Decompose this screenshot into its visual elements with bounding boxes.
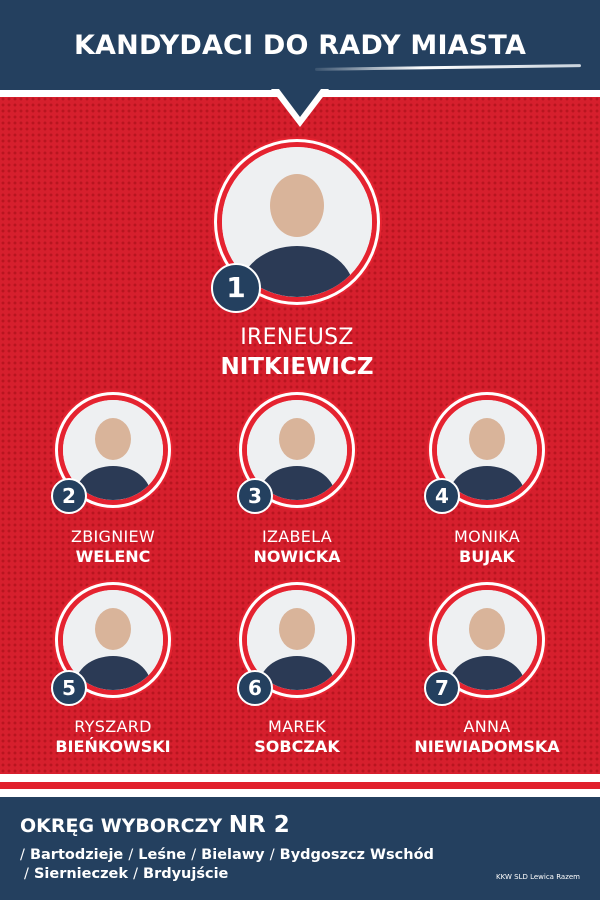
candidate-number-badge: 2 [51,478,87,514]
candidate-last-name: NIEWIADOMSKA [414,737,560,756]
district-title: OKRĘG WYBORCZY NR 2 [20,812,290,838]
candidate-name: MAREK SOBCZAK [197,716,397,757]
separator: / [20,847,25,863]
areas-line-1: / Bartodzieje / Leśne / Bielawy / Bydgos… [20,847,434,863]
area: Siernieczek [33,866,128,882]
committee-credit: KKW SLD Lewica Razem [496,873,580,881]
area: Bielawy [201,847,265,863]
candidate-first-name: IRENEUSZ [240,325,354,350]
candidate-name: MONIKA BUJAK [387,526,587,567]
footer-stripe-white [0,774,600,782]
candidate-first-name: RYSZARD [74,717,152,736]
area: Brdyujście [143,866,229,882]
candidate-last-name: BUJAK [459,547,515,566]
candidate-number-badge: 5 [51,670,87,706]
separator: / [191,847,197,863]
candidate-first-name: MONIKA [453,527,521,546]
district-number: NR 2 [228,812,290,838]
candidate-number-badge: 4 [424,478,460,514]
candidate-last-name: WELENC [75,547,151,566]
separator: / [128,847,134,863]
area: Bartodzieje [29,847,124,863]
candidate-name: RYSZARD BIEŃKOWSKI [13,716,213,757]
candidate-number-badge: 6 [237,670,273,706]
candidate-photo [58,395,168,505]
candidate-name: ANNA NIEWIADOMSKA [387,716,587,757]
footer [0,797,600,900]
candidate-first-name: ZBIGNIEW [70,527,156,546]
footer-stripe-red [0,782,600,789]
candidate-first-name: ANNA [463,717,511,736]
candidate-last-name: BIEŃKOWSKI [55,737,171,756]
page-title: KANDYDACI DO RADY MIASTA [73,30,527,61]
title-underline-swoosh [314,64,582,71]
candidate-last-name: NOWICKA [253,547,341,566]
separator: / [133,866,138,882]
candidate-number-badge: 3 [237,478,273,514]
candidate-last-name: NITKIEWICZ [220,354,374,380]
area: Leśne [138,847,187,863]
candidate-first-name: MAREK [268,717,326,736]
candidate-first-name: IZABELA [261,527,333,546]
candidate-name: IZABELA NOWICKA [197,526,397,567]
header-arrow [279,89,321,117]
separator: / [269,847,275,863]
candidate-photo [242,585,352,695]
area: Bydgoszcz Wschód [279,847,434,863]
areas-line-2: / Siernieczek / Brdyujście [24,866,228,882]
candidate-name: IRENEUSZ NITKIEWICZ [197,324,397,382]
candidate-last-name: SOBCZAK [254,737,340,756]
candidate-number-badge: 7 [424,670,460,706]
footer-stripe-white [0,789,600,797]
candidate-name: ZBIGNIEW WELENC [13,526,213,567]
header: KANDYDACI DO RADY MIASTA [0,0,600,90]
candidate-number-badge: 1 [211,263,261,313]
separator: / [24,866,29,882]
district-label: OKRĘG WYBORCZY [20,815,223,837]
